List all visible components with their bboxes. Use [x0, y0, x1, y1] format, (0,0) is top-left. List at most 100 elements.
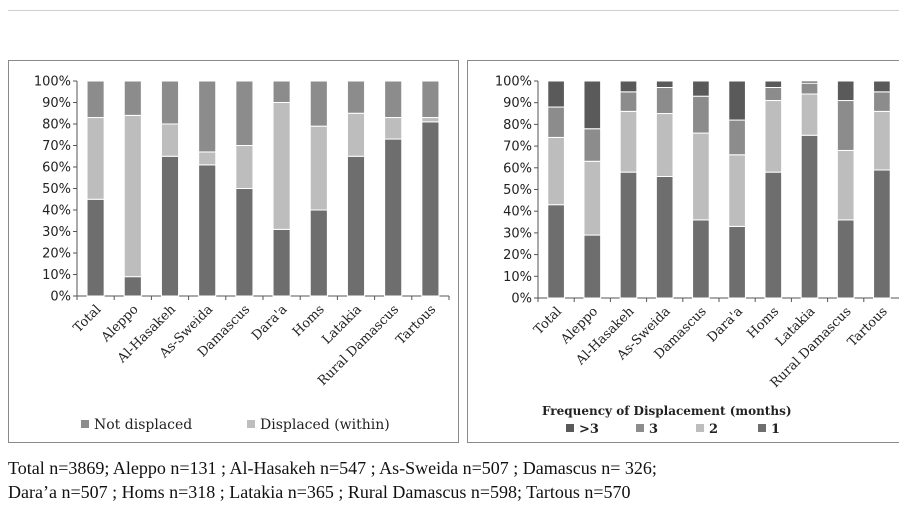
- bar-segment: [728, 154, 746, 227]
- bar-segment: [547, 136, 565, 206]
- bar-segment: [583, 128, 602, 162]
- bar-segment: [619, 110, 638, 173]
- bar-segment: [160, 155, 180, 297]
- bar-segment: [764, 80, 783, 89]
- bar-segment: [123, 276, 142, 297]
- legend-label: Displaced (within): [260, 417, 390, 433]
- y-tick-label: 100%: [34, 75, 71, 90]
- bar-segment: [836, 149, 855, 221]
- bar-segment: [655, 113, 674, 177]
- x-category-label: Tartous: [845, 304, 891, 350]
- y-tick-label: 30%: [503, 226, 532, 241]
- y-tick-label: 60%: [503, 161, 532, 176]
- x-category-label: Dara'a: [249, 302, 291, 344]
- bar-segment: [309, 80, 328, 127]
- bar-segment: [800, 134, 819, 299]
- bar-segment: [421, 117, 440, 123]
- bar-segment: [421, 80, 440, 119]
- bar-segment: [86, 198, 105, 297]
- bar-segment: [235, 80, 254, 146]
- bar-segment: [800, 82, 819, 95]
- x-category-label: Total: [71, 302, 105, 336]
- bar-segment: [346, 112, 366, 157]
- bar-segment: [198, 151, 217, 166]
- y-tick-label: 80%: [503, 118, 532, 133]
- bar-segment: [619, 171, 638, 299]
- legend-swatch: [696, 424, 704, 432]
- legend-swatch: [758, 424, 766, 432]
- legend-label: 1: [771, 422, 780, 437]
- bar-segment: [583, 234, 602, 299]
- bar-segment: [86, 117, 105, 200]
- caption-line-1: Total n=3869; Aleppo n=131 ; Al-Hasakeh …: [8, 458, 657, 478]
- bar-segment: [346, 80, 366, 114]
- y-tick-label: 20%: [42, 247, 71, 262]
- bar-segment: [873, 110, 891, 171]
- bar-segment: [384, 138, 403, 297]
- bar-segment: [655, 175, 674, 299]
- y-tick-label: 40%: [503, 205, 532, 220]
- x-category-label: Dara'a: [705, 304, 747, 346]
- bar-segment: [800, 93, 819, 136]
- displacement-frequency-chart: 0%10%20%30%40%50%60%70%80%90%100%TotalAl…: [495, 75, 899, 437]
- bar-segment: [309, 209, 328, 297]
- bar-segment: [873, 169, 891, 299]
- bar-segment: [547, 106, 565, 138]
- bar-segment: [346, 155, 366, 297]
- bar-segment: [198, 164, 217, 297]
- bar-segment: [123, 114, 142, 278]
- bar-segment: [272, 80, 291, 103]
- legend-swatch: [247, 420, 255, 428]
- bar-segment: [198, 80, 217, 153]
- bar-segment: [692, 95, 710, 134]
- legend-label: 2: [709, 422, 718, 437]
- bar-segment: [384, 117, 403, 140]
- bar-segment: [692, 219, 710, 299]
- bar-segment: [309, 125, 328, 211]
- x-category-label: Tartous: [393, 302, 439, 348]
- bar-segment: [800, 80, 819, 84]
- legend-swatch: [566, 424, 574, 432]
- bar-segment: [764, 87, 783, 102]
- displacement-frequency-chart-panel: 0% 10% 20% 30% 40% 50% 60% 70% 80% 90% 100% Total Al…: [467, 60, 899, 443]
- bar-segment: [836, 80, 855, 102]
- legend-label: >3: [579, 422, 599, 437]
- bar-segment: [873, 91, 891, 112]
- y-tick-label: 30%: [42, 225, 71, 240]
- bar-segment: [123, 80, 142, 116]
- y-tick-label: 10%: [42, 268, 71, 283]
- bar-segment: [619, 91, 638, 112]
- bar-segment: [583, 80, 602, 130]
- sample-size-caption: Total n=3869; Aleppo n=131 ; Al-Hasakeh …: [8, 456, 893, 504]
- bar-segment: [160, 80, 180, 125]
- bar-segment: [692, 80, 710, 97]
- x-category-label: Total: [531, 304, 565, 338]
- y-tick-label: 50%: [42, 182, 71, 197]
- caption-line-2: Dara’a n=507 ; Homs n=318 ; Latakia n=36…: [8, 482, 631, 502]
- bar-segment: [160, 123, 180, 157]
- bar-segment: [873, 80, 891, 93]
- bar-segment: [655, 80, 674, 89]
- y-tick-label: 0%: [50, 290, 71, 305]
- y-tick-label: 60%: [42, 161, 71, 176]
- bar-segment: [619, 80, 638, 93]
- displacement-status-chart: 0%10%20%30%40%50%60%70%80%90%100%TotalAl…: [34, 75, 450, 433]
- displacement-status-chart-panel: 0% 10% 20% 30% 40% 50% 60% 70% 80% 90% 100% Total Al…: [8, 60, 459, 443]
- y-tick-label: 80%: [42, 118, 71, 133]
- y-tick-label: 90%: [42, 96, 71, 111]
- bar-segment: [764, 100, 783, 173]
- bar-segment: [692, 132, 710, 221]
- bar-segment: [272, 228, 291, 297]
- y-tick-label: 100%: [495, 75, 532, 90]
- bar-segment: [86, 80, 105, 119]
- legend-title: Frequency of Displacement (months): [542, 404, 792, 418]
- y-tick-label: 70%: [503, 140, 532, 155]
- y-tick-label: 70%: [42, 139, 71, 154]
- bar-segment: [421, 121, 440, 297]
- bar-segment: [272, 102, 291, 230]
- legend-swatch: [81, 420, 89, 428]
- bar-segment: [836, 100, 855, 151]
- bar-segment: [235, 188, 254, 297]
- bar-segment: [728, 119, 746, 156]
- top-divider: [8, 10, 899, 11]
